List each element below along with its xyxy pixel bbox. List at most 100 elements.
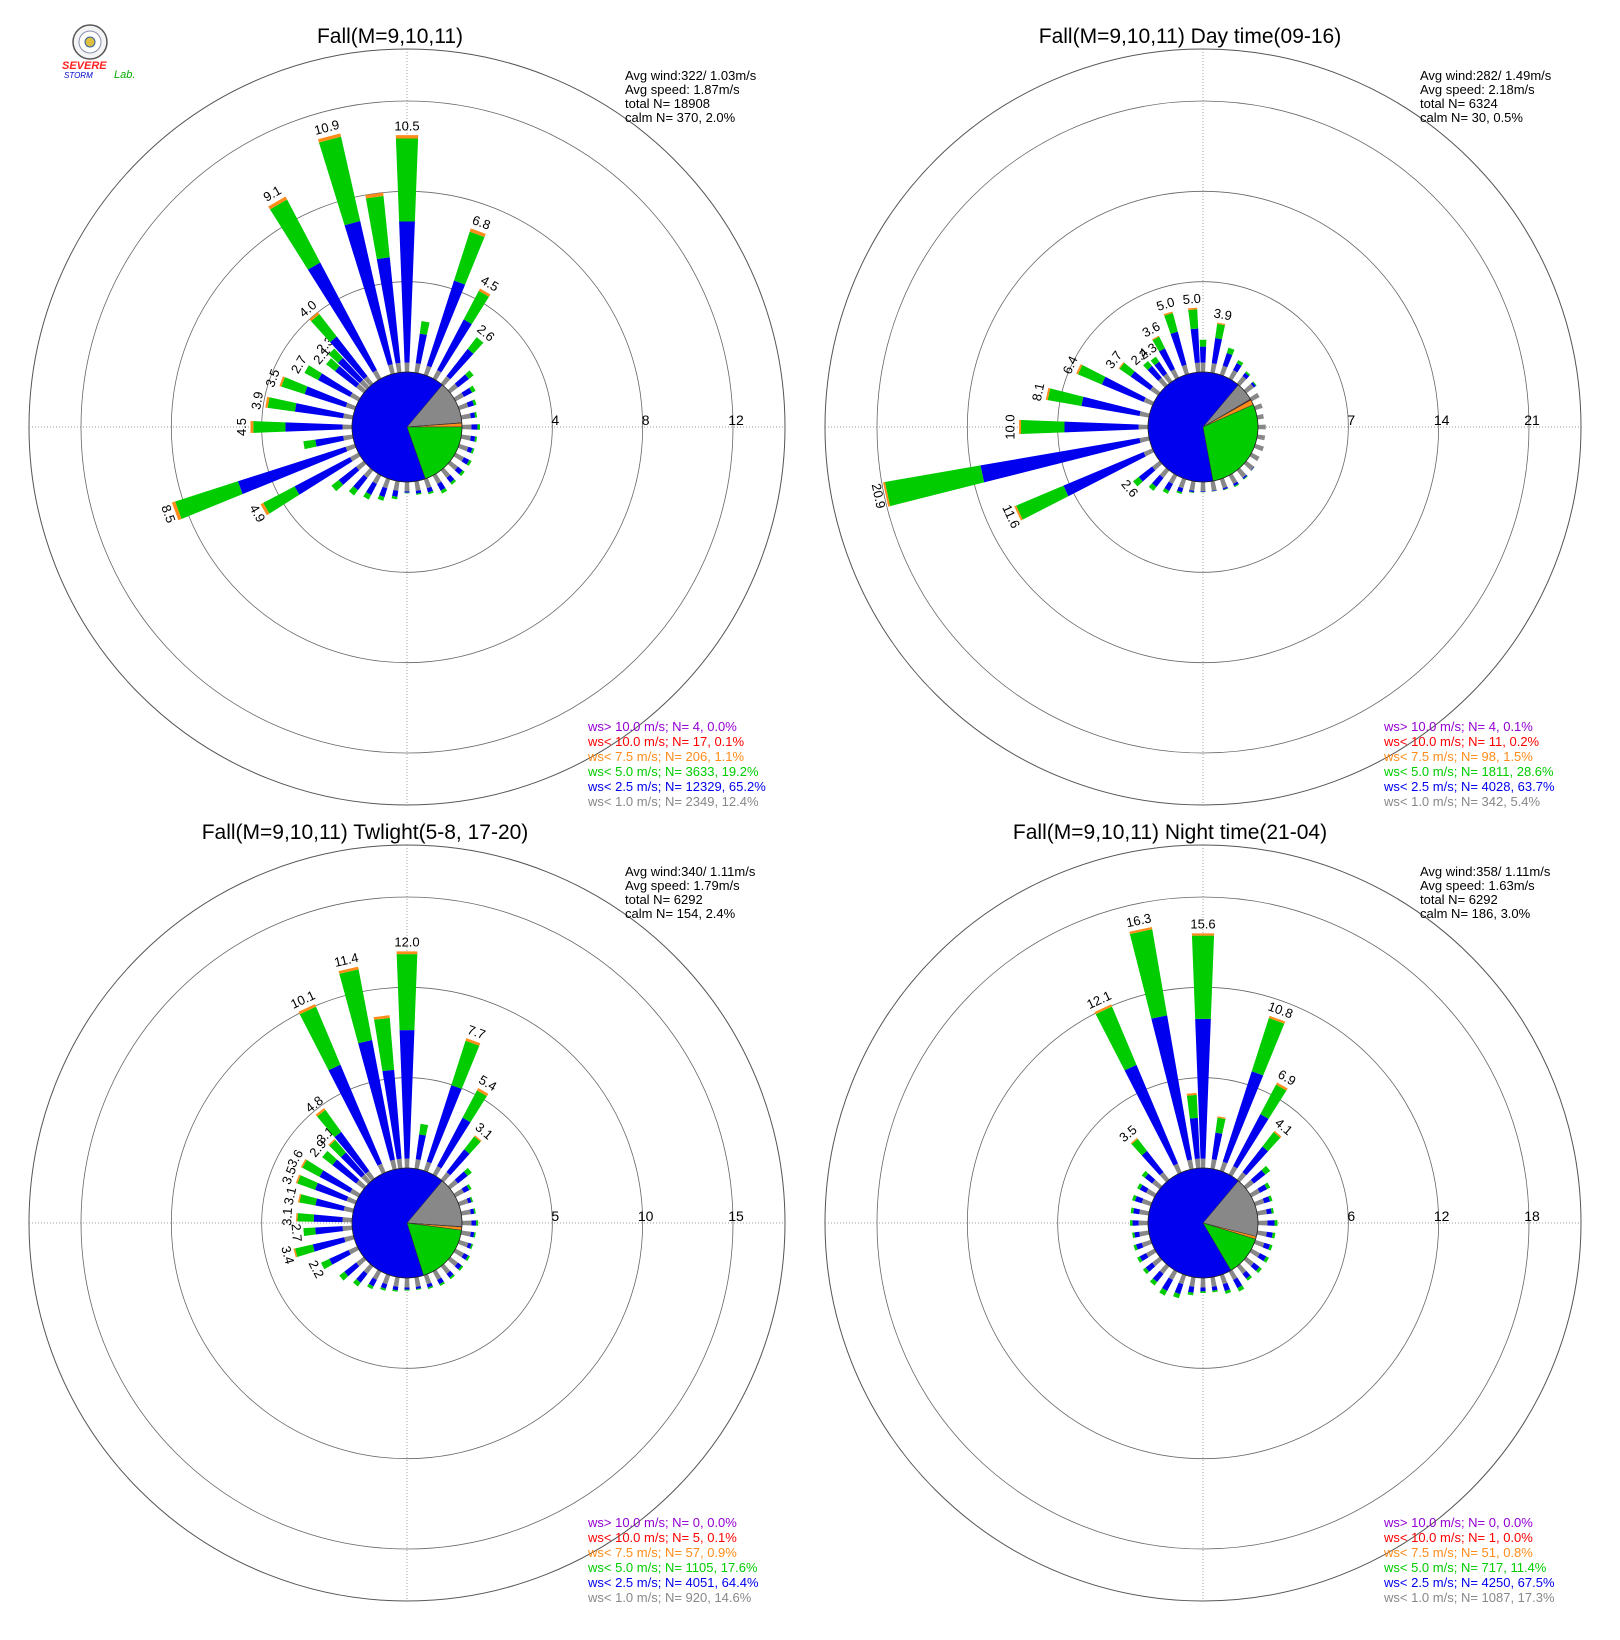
bar-segment <box>299 1006 341 1071</box>
ring-label-3: 21 <box>1524 412 1540 428</box>
bar-segment <box>465 370 474 379</box>
speed-class-pie <box>351 371 463 483</box>
bar-dir-220 <box>1148 467 1170 491</box>
bar-segment <box>404 1277 410 1288</box>
stats-line: Avg wind:282/ 1.49m/s <box>1420 68 1552 83</box>
ring-label-2: 14 <box>1434 412 1450 428</box>
bar-segment <box>1139 1230 1150 1237</box>
bar-segment <box>460 1209 471 1216</box>
stats-line: calm N= 186, 3.0% <box>1420 906 1531 921</box>
bar-segment <box>329 1140 347 1158</box>
bar-segment <box>295 1174 301 1184</box>
bar-segment <box>1243 1179 1254 1190</box>
bar-segment <box>1210 1159 1217 1170</box>
bar-segment <box>328 1064 383 1166</box>
legend-entry: ws< 10.0 m/s; N= 11, 0.2% <box>1383 734 1540 749</box>
bar-segment <box>1134 1195 1144 1204</box>
bar-segment <box>423 1161 432 1173</box>
bar-segment <box>437 1277 444 1285</box>
bar-segment <box>372 369 382 381</box>
bar-dir-10: 3.9 <box>1210 305 1233 374</box>
bar-segment <box>1236 376 1247 387</box>
bar-dir-332: 3.6 <box>1140 319 1180 380</box>
legend-entry: ws> 10.0 m/s; N= 0, 0.0% <box>1383 1515 1533 1530</box>
legend-entry: ws< 7.5 m/s; N= 206, 1.1% <box>587 749 745 764</box>
bar-dir-150 <box>432 1269 445 1287</box>
bar-segment <box>467 337 484 354</box>
bar-dir-150 <box>1228 473 1240 488</box>
bar-segment <box>460 1230 471 1237</box>
bar-dir-10 <box>414 1123 429 1170</box>
bar-label: 20.9 <box>869 482 889 510</box>
bar-segment <box>404 1289 410 1291</box>
bar-segment <box>1145 1248 1157 1258</box>
bar-segment <box>1142 1267 1150 1275</box>
bar-segment <box>423 1273 432 1285</box>
bar-segment <box>432 369 442 381</box>
bar-segment <box>1124 1064 1179 1166</box>
bar-dir-190 <box>391 480 400 500</box>
bar-segment <box>1076 364 1083 375</box>
bar-segment <box>1219 477 1228 489</box>
bar-segment <box>447 1256 458 1267</box>
bar-label: 6.8 <box>470 212 492 232</box>
bar-segment <box>1064 421 1139 433</box>
bar-segment <box>1162 488 1170 494</box>
stats-line: total N= 6324 <box>1420 96 1498 111</box>
bar-segment <box>300 1159 307 1168</box>
bar-dir-190 <box>1188 480 1196 493</box>
bar-dir-190 <box>392 1276 400 1292</box>
bar-segment <box>469 228 486 238</box>
bar-segment <box>432 1165 442 1177</box>
bar-dir-220 <box>348 467 374 496</box>
bar-segment <box>451 1040 480 1089</box>
legend-entry: ws< 10.0 m/s; N= 5, 0.1% <box>587 1530 737 1545</box>
bar-segment <box>419 321 430 335</box>
bar-segment <box>392 1289 398 1292</box>
bar-label: 2.2 <box>306 1258 328 1281</box>
bar-segment <box>326 358 340 372</box>
bar-segment <box>268 196 288 210</box>
bar-segment <box>470 1208 475 1215</box>
bar-dir-243: 2.2 <box>306 1246 359 1281</box>
ring-label-1: 5 <box>551 1208 559 1224</box>
ring-label-3: 18 <box>1524 1208 1540 1224</box>
bar-label: 3.9 <box>1213 305 1233 323</box>
legend-entry: ws> 10.0 m/s; N= 0, 0.0% <box>587 1515 737 1530</box>
bar-segment <box>1194 362 1201 373</box>
bar-segment <box>1200 1291 1206 1294</box>
bar-label: 10.9 <box>313 117 341 138</box>
stats-line: Avg speed: 2.18m/s <box>1420 82 1535 97</box>
bar-segment <box>404 481 410 492</box>
bar-segment <box>349 392 361 402</box>
bar-segment <box>391 495 398 500</box>
bar-segment <box>1129 929 1168 1019</box>
bar-segment <box>426 280 466 368</box>
bar-segment <box>414 480 421 491</box>
pie-outline <box>1147 1167 1259 1279</box>
bar-dir-20: 7.7 <box>423 1022 488 1173</box>
legend-entry: ws< 7.5 m/s; N= 51, 0.8% <box>1383 1545 1533 1560</box>
bar-dir-352 <box>365 192 402 373</box>
bar-segment <box>1139 1253 1149 1262</box>
bar-segment <box>474 1135 482 1142</box>
bar-segment <box>279 376 285 387</box>
bar-segment <box>1199 346 1207 363</box>
bar-segment <box>317 1109 342 1138</box>
bar-segment <box>1212 1289 1218 1293</box>
bar-segment <box>1168 473 1178 485</box>
bar-dir-300 <box>1137 1183 1157 1198</box>
bar-dir-150 <box>1228 1269 1245 1292</box>
bar-dir-160 <box>1219 1273 1232 1295</box>
bar-dir-80 <box>460 1208 476 1216</box>
bar-segment <box>465 1255 471 1261</box>
bar-segment <box>465 1038 481 1046</box>
bar-segment <box>1250 466 1255 471</box>
legend-entry: ws> 10.0 m/s; N= 4, 0.1% <box>1383 719 1533 734</box>
bar-segment <box>395 135 419 139</box>
bar-segment <box>1181 364 1189 376</box>
bar-segment <box>478 288 491 297</box>
bar-segment <box>380 1282 388 1289</box>
bar-segment <box>344 1235 355 1243</box>
